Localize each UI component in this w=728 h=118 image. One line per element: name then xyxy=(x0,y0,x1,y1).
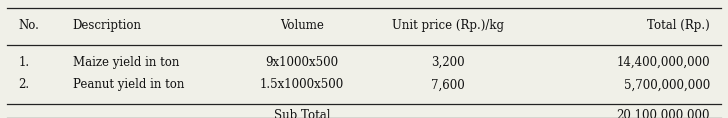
Text: Description: Description xyxy=(73,19,142,32)
Text: Unit price (Rp.)/kg: Unit price (Rp.)/kg xyxy=(392,19,504,32)
Text: 3,200: 3,200 xyxy=(431,56,464,69)
Text: 7,600: 7,600 xyxy=(431,78,464,91)
Text: Total (Rp.): Total (Rp.) xyxy=(647,19,710,32)
Text: 2.: 2. xyxy=(18,78,29,91)
Text: 1.5x1000x500: 1.5x1000x500 xyxy=(260,78,344,91)
Text: 20,100,000,000: 20,100,000,000 xyxy=(617,109,710,118)
Text: 5,700,000,000: 5,700,000,000 xyxy=(624,78,710,91)
Text: 14,400,000,000: 14,400,000,000 xyxy=(616,56,710,69)
Text: Volume: Volume xyxy=(280,19,324,32)
Text: Peanut yield in ton: Peanut yield in ton xyxy=(73,78,184,91)
Text: 9x1000x500: 9x1000x500 xyxy=(266,56,339,69)
Text: Maize yield in ton: Maize yield in ton xyxy=(73,56,179,69)
Text: 1.: 1. xyxy=(18,56,29,69)
Text: No.: No. xyxy=(18,19,39,32)
Text: Sub Total: Sub Total xyxy=(274,109,331,118)
